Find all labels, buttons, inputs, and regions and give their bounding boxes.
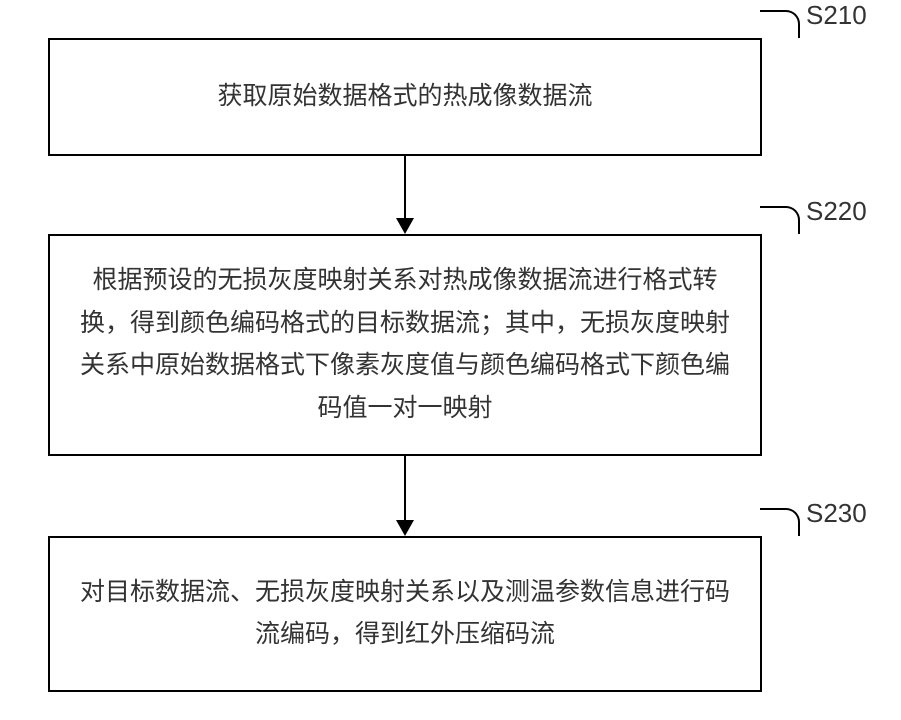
- arrow-head: [396, 218, 414, 234]
- label-connector: [760, 508, 800, 536]
- step-text: 获取原始数据格式的热成像数据流: [217, 76, 592, 119]
- flowchart-container: 获取原始数据格式的热成像数据流 S210 根据预设的无损灰度映射关系对热成像数据…: [0, 0, 901, 720]
- arrow-head: [396, 520, 414, 536]
- flowchart-step-s210: 获取原始数据格式的热成像数据流: [48, 38, 762, 156]
- label-connector: [760, 206, 800, 234]
- step-text: 根据预设的无损灰度映射关系对热成像数据流进行格式转换，得到颜色编码格式的目标数据…: [78, 260, 732, 430]
- label-connector: [760, 10, 800, 38]
- step-label-s220: S220: [806, 196, 867, 227]
- flowchart-step-s220: 根据预设的无损灰度映射关系对热成像数据流进行格式转换，得到颜色编码格式的目标数据…: [48, 234, 762, 456]
- arrow-line: [404, 156, 406, 218]
- step-label-s210: S210: [806, 0, 867, 31]
- step-label-s230: S230: [806, 498, 867, 529]
- step-text: 对目标数据流、无损灰度映射关系以及测温参数信息进行码流编码，得到红外压缩码流: [78, 572, 732, 657]
- flowchart-step-s230: 对目标数据流、无损灰度映射关系以及测温参数信息进行码流编码，得到红外压缩码流: [48, 536, 762, 692]
- arrow-line: [404, 456, 406, 520]
